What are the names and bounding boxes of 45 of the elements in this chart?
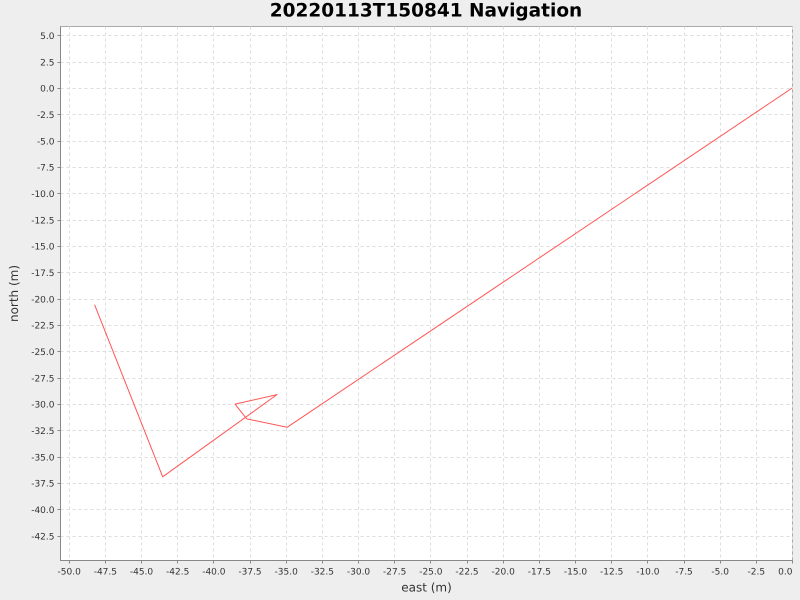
y-tick-label: -25.0: [31, 348, 55, 358]
x-tick-label: -15.0: [564, 568, 588, 578]
y-axis-title: north (m): [7, 264, 22, 322]
y-tick-label: -40.0: [31, 506, 55, 516]
x-tick-label: -47.5: [94, 568, 117, 578]
x-tick-label: 0.0: [778, 568, 793, 578]
x-tick-label: -2.5: [748, 568, 766, 578]
y-tick-label: -30.0: [31, 400, 55, 411]
y-tick-label: -37.5: [31, 480, 54, 490]
x-tick-label: -45.0: [130, 568, 154, 578]
y-tick-label: 2.5: [40, 58, 54, 68]
y-tick-label: -7.5: [36, 164, 54, 174]
y-tick-label: -12.5: [31, 216, 54, 226]
x-tick-label: -32.5: [310, 568, 334, 578]
x-tick-label: -20.0: [492, 568, 516, 578]
y-tick-label: -42.5: [31, 532, 54, 542]
y-tick-label: -5.0: [36, 137, 55, 148]
x-tick-label: -22.5: [455, 568, 479, 578]
x-tick-label: -35.0: [274, 568, 298, 578]
y-tick-label: -32.5: [31, 426, 54, 437]
y-tick-label: -2.5: [36, 110, 54, 121]
y-tick-label: 0.0: [40, 84, 55, 95]
y-tick-label: -20.0: [31, 295, 55, 306]
line-series: [94, 88, 792, 478]
x-tick-label: -5.0: [711, 568, 730, 578]
x-tick-label: -50.0: [58, 568, 82, 578]
x-tick-label: -30.0: [346, 568, 370, 578]
y-tick-label: 5.0: [40, 32, 55, 42]
x-tick-label: -40.0: [202, 568, 226, 578]
y-tick-label: -35.0: [31, 453, 55, 464]
y-tick-label: -10.0: [31, 190, 55, 200]
x-tick-label: -12.5: [600, 568, 624, 578]
y-tick-label: -15.0: [31, 242, 55, 253]
y-tick-label: -27.5: [31, 374, 54, 384]
x-tick-label: -7.5: [675, 568, 693, 578]
x-tick-label: -27.5: [383, 568, 406, 578]
x-tick-label: -17.5: [528, 568, 551, 578]
x-tick-label: -25.0: [419, 568, 443, 578]
chart-title: 20220113T150841 Navigation: [270, 0, 582, 22]
x-tick-label: -10.0: [636, 568, 660, 578]
y-tick-label: -22.5: [31, 322, 54, 332]
x-tick-label: -42.5: [166, 568, 190, 578]
y-tick-label: -17.5: [31, 268, 54, 279]
x-axis-title: east (m): [401, 580, 452, 594]
x-tick-label: -37.5: [238, 568, 262, 578]
